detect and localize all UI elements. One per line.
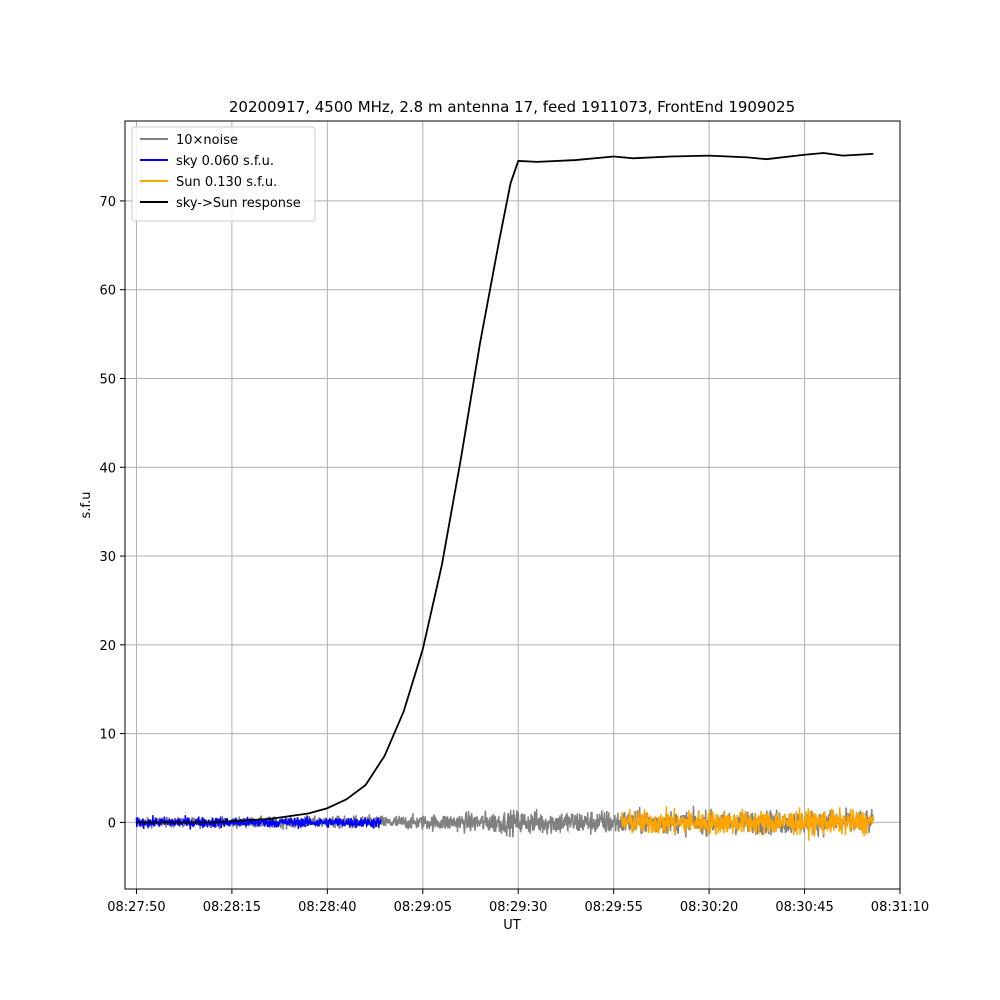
- y-tick-label: 0: [108, 816, 116, 831]
- legend-label: sky 0.060 s.f.u.: [176, 154, 274, 169]
- x-tick-label: 08:30:45: [775, 900, 833, 915]
- y-tick-label: 70: [99, 195, 116, 210]
- x-tick-label: 08:29:05: [394, 900, 452, 915]
- y-tick-label: 60: [99, 284, 116, 299]
- x-tick-label: 08:27:50: [107, 900, 165, 915]
- x-tick-label: 08:31:10: [871, 900, 929, 915]
- series-2-trace: [620, 806, 874, 841]
- y-tick-label: 30: [99, 550, 116, 565]
- x-tick-label: 08:29:55: [584, 900, 642, 915]
- y-ticks: 0 10 20 30 40 50 60 70: [99, 195, 125, 831]
- x-axis-label: UT: [503, 918, 521, 933]
- series-3-line: [136, 152, 874, 824]
- x-tick-label: 08:29:30: [489, 900, 547, 915]
- x-tick-label: 08:30:20: [680, 900, 738, 915]
- legend-box: [131, 126, 316, 222]
- x-tick-label: 08:28:15: [203, 900, 261, 915]
- legend-label: 10×noise: [176, 133, 238, 148]
- plot-series: [135, 152, 875, 841]
- x-tick-label: 08:28:40: [298, 900, 356, 915]
- x-ticks: 08:27:50 08:28:15 08:28:40 08:29:05 08:29:30…: [107, 889, 929, 915]
- y-tick-label: 50: [99, 372, 116, 387]
- y-tick-label: 10: [99, 728, 116, 743]
- legend: 10×noise sky 0.060 s.f.u. Sun 0.130 s.f.u.…: [131, 126, 316, 222]
- y-tick-label: 40: [99, 461, 116, 476]
- plot-frame: [124, 120, 901, 890]
- legend-label: sky->Sun response: [176, 196, 301, 211]
- y-axis-label: s.f.u: [79, 492, 94, 519]
- chart-title: 20200917, 4500 MHz, 2.8 m antenna 17, fe…: [229, 98, 795, 116]
- y-tick-label: 20: [99, 639, 116, 654]
- legend-label: Sun 0.130 s.f.u.: [176, 175, 277, 190]
